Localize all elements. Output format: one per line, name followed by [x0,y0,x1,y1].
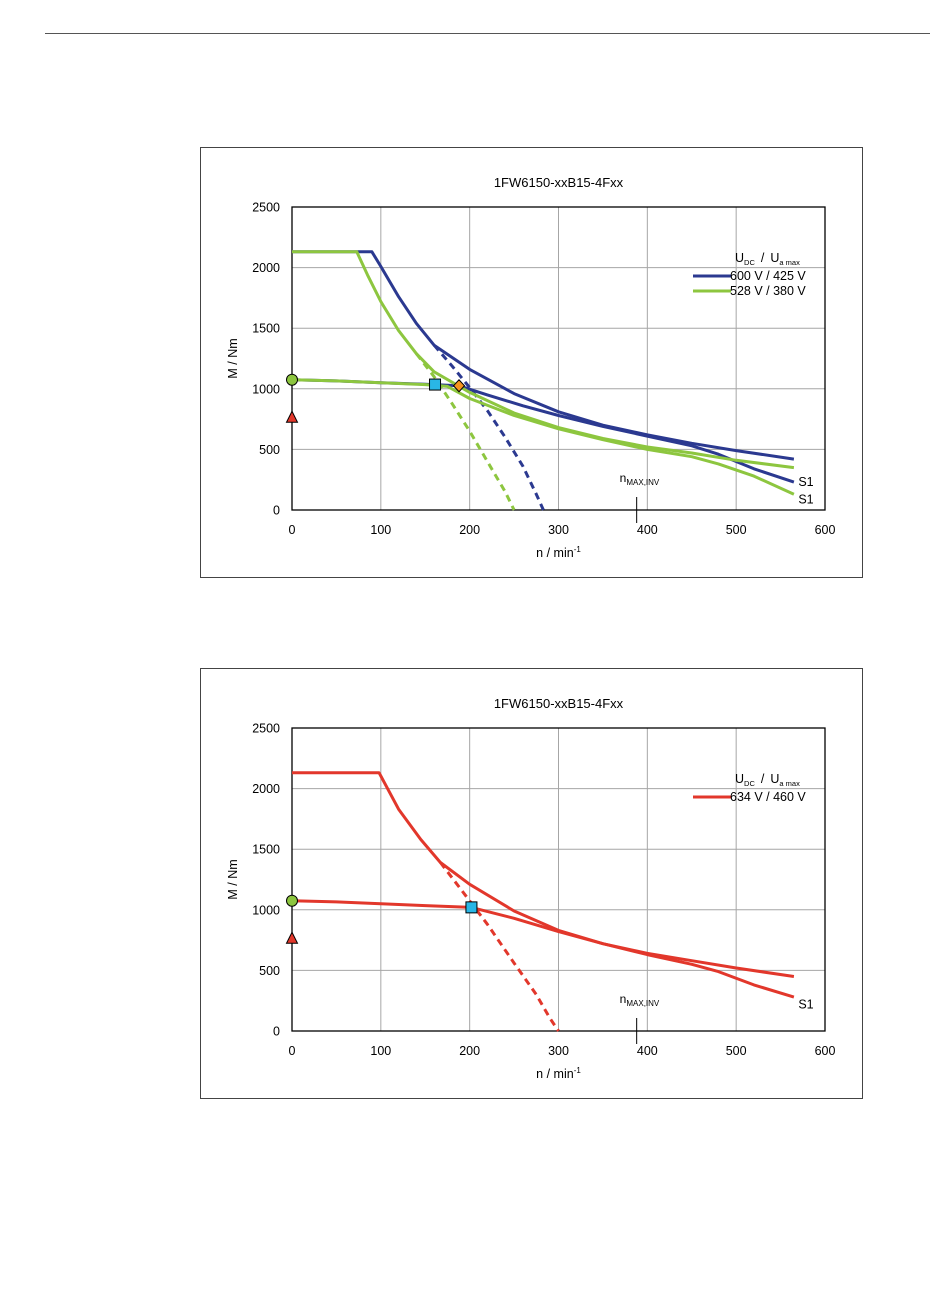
c2-y-tick-label-2: 1000 [252,903,280,917]
chart-frame-1: 1FW6150-xxB15-4Fxx 0 100 200 300 400 500 600 0 50… [200,147,863,578]
c2-x-axis-label: n / min-1 [536,1066,581,1081]
c2-y-tick-label-4: 2000 [252,782,280,796]
c1-y-tick-label-5: 2500 [252,201,280,215]
c2-x-tick-label-5: 500 [726,1044,747,1058]
c2-s1-label-0: S1 [798,997,813,1011]
c1-s1-label-0: S1 [798,475,813,489]
torque-speed-chart-2: 1FW6150-xxB15-4Fxx 0 100 200 300 400 500 600 0 50… [226,696,836,1081]
c1-y-tick-label-4: 2000 [252,261,280,275]
c1-y-tick-label-1: 500 [259,443,280,457]
c1-marker-triangle [285,410,299,423]
c1-x-tick-label-2: 200 [459,523,480,537]
c1-legend-entry-1: 528 V / 380 V [730,284,806,298]
c1-series-1 [291,378,795,484]
c2-series-0 [292,771,795,978]
c2-legend-header-sub-b: a max [779,779,800,788]
c2-nmax-inv-label: nMAX,INV [620,992,660,1008]
c1-marker-diamond [452,379,466,393]
c1-legend-header-sep: / [761,251,765,265]
c2-series-2-dashed [439,861,560,1032]
c1-marker-circle [286,373,298,386]
c2-x-tick-label-0: 0 [289,1044,296,1058]
c1-nmax-inv-subscript: MAX,INV [626,478,660,487]
c2-legend-header-b: U [770,772,779,786]
c1-y-tick-label-2: 1000 [252,382,280,396]
c1-x-tick-label-3: 300 [548,523,569,537]
c1-x-tick-label-1: 100 [370,523,391,537]
c2-legend-entry-0: 634 V / 460 V [730,790,806,804]
c2-y-tick-label-0: 0 [273,1025,280,1039]
c2-y-tick-label-1: 500 [259,964,280,978]
page-header-rule [45,33,930,34]
c1-series-4 [291,378,795,496]
c2-y-axis-label: M / Nm [226,859,240,899]
c2-marker-triangle [285,931,299,944]
c1-x-tick-label-6: 600 [815,523,836,537]
c1-x-tick-label-5: 500 [726,523,747,537]
c1-legend-header: UDC / Ua max [735,251,800,267]
c1-series-5-dashed [415,352,516,511]
c1-marker-square [429,378,442,391]
c2-x-tick-label-6: 600 [815,1044,836,1058]
c2-legend-header: UDC / Ua max [735,772,800,788]
c1-legend-header-b: U [770,251,779,265]
c1-series-0 [292,250,795,461]
c2-legend-header-sep: / [761,772,765,786]
c1-s1-label-1: S1 [798,493,813,507]
c1-x-axis-label: n / min-1 [536,545,581,560]
c1-plot-area [291,206,826,511]
c2-legend-header-sub-a: DC [744,779,755,788]
c2-x-tick-label-2: 200 [459,1044,480,1058]
c1-x-tick-label-0: 0 [289,523,296,537]
c2-y-tick-label-5: 2500 [252,722,280,736]
c2-nmax-inv-subscript: MAX,INV [626,999,660,1008]
c2-x-tick-label-1: 100 [370,1044,391,1058]
c1-y-tick-label-3: 1500 [252,322,280,336]
c2-marker-circle [286,894,298,907]
c2-x-axis-label-exponent: -1 [574,1066,582,1075]
c1-y-tick-label-0: 0 [273,504,280,518]
c1-chart-title: 1FW6150-xxB15-4Fxx [494,175,624,190]
c2-series-1 [291,899,795,999]
c1-legend-header-sub-a: DC [744,258,755,267]
c2-x-tick-label-4: 400 [637,1044,658,1058]
c1-nmax-inv-label: nMAX,INV [620,471,660,487]
c1-x-axis-label-exponent: -1 [574,545,582,554]
c1-legend-entry-0: 600 V / 425 V [730,269,806,283]
torque-speed-chart-1: 1FW6150-xxB15-4Fxx 0 100 200 300 400 500 600 0 50… [226,175,836,560]
c1-y-axis-label: M / Nm [226,338,240,378]
chart-frame-2: 1FW6150-xxB15-4Fxx 0 100 200 300 400 500 600 0 50… [200,668,863,1099]
c2-marker-square [465,901,478,914]
c2-y-tick-label-3: 1500 [252,843,280,857]
c2-x-tick-label-3: 300 [548,1044,569,1058]
c1-x-tick-label-4: 400 [637,523,658,537]
c1-legend-header-sub-b: a max [779,258,800,267]
c1-series-2-dashed [432,344,545,511]
c2-chart-title: 1FW6150-xxB15-4Fxx [494,696,624,711]
c1-series-3 [292,250,795,470]
